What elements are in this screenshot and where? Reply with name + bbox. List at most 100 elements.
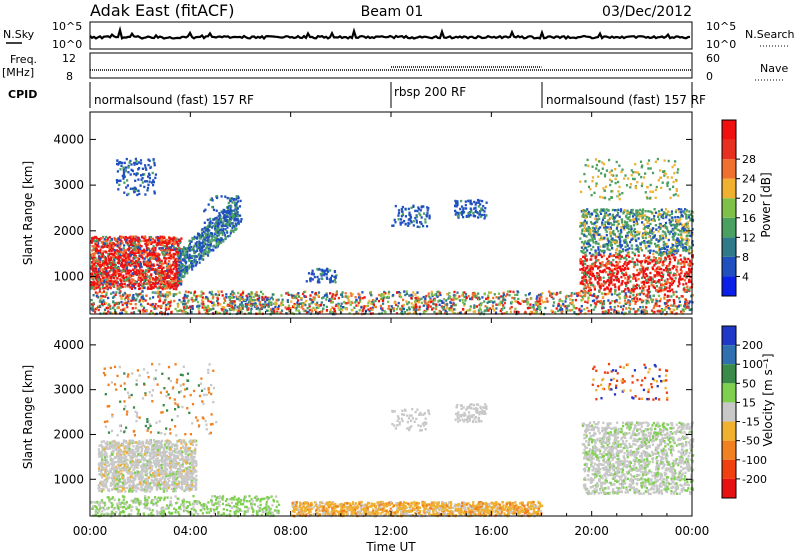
power-cell [414, 310, 417, 313]
power-cell [459, 207, 462, 211]
power-cell [431, 294, 434, 298]
power-cell [474, 210, 477, 213]
power-cell [514, 307, 517, 311]
power-cell [467, 214, 471, 217]
power-cell [630, 244, 633, 247]
power-cell [687, 214, 690, 217]
power-cell [186, 294, 189, 298]
power-cell [170, 279, 173, 282]
power-cell [320, 303, 323, 307]
power-cell [186, 266, 189, 269]
power-cell [429, 305, 432, 308]
power-cell [322, 296, 325, 299]
power-cell [139, 303, 143, 306]
power-cell [228, 218, 231, 222]
power-cell [194, 258, 197, 262]
power-cell [538, 294, 541, 297]
power-cell [124, 296, 127, 299]
power-cell [211, 205, 214, 209]
power-cell [673, 302, 676, 305]
power-cell [189, 291, 193, 294]
power-cell [611, 283, 614, 286]
power-cell [597, 242, 600, 245]
power-cell [232, 296, 235, 299]
power-cell [619, 257, 622, 260]
power-cell [123, 298, 126, 301]
power-cell [246, 303, 249, 307]
power-cell [464, 312, 467, 315]
power-cell [123, 279, 126, 282]
power-cell [535, 297, 538, 300]
power-cell [115, 281, 119, 284]
power-cell [228, 211, 231, 215]
power-cell [334, 275, 337, 278]
power-cell [166, 249, 169, 252]
power-cell [344, 302, 347, 305]
power-cell [160, 306, 163, 310]
power-cell [106, 266, 110, 269]
power-cell [108, 303, 111, 306]
power-cell [154, 278, 157, 281]
power-cell [609, 222, 612, 225]
power-cell [471, 296, 474, 299]
power-cell [123, 276, 126, 280]
power-cell [552, 292, 555, 295]
power-cell [97, 308, 100, 312]
power-cell [217, 231, 220, 234]
power-cell [218, 312, 221, 315]
power-cell [95, 294, 98, 298]
power-cell [571, 299, 574, 302]
power-cell [146, 248, 149, 252]
power-cell [183, 246, 186, 250]
power-cell [165, 242, 168, 245]
power-data-cells [90, 157, 695, 316]
power-cell [109, 258, 112, 261]
power-cell [226, 304, 229, 307]
power-cell [126, 193, 129, 197]
power-cell [431, 293, 434, 296]
power-cell [176, 255, 179, 258]
power-cell [92, 248, 95, 251]
power-cell [169, 270, 172, 273]
power-cell [397, 211, 401, 215]
power-cell [592, 308, 595, 311]
power-cell [183, 275, 186, 278]
power-cell [406, 302, 409, 306]
power-cell [141, 181, 144, 184]
power-cell [506, 290, 509, 293]
power-cell [146, 252, 149, 256]
power-cell [633, 253, 637, 257]
power-cell [170, 268, 173, 272]
power-cell [607, 299, 610, 302]
power-cell [100, 282, 103, 285]
power-cell [387, 305, 391, 308]
power-cell [638, 215, 641, 218]
power-cell [157, 271, 161, 275]
power-cell [179, 251, 182, 254]
power-cell [535, 309, 538, 312]
power-cell [382, 294, 385, 298]
power-cell [146, 189, 149, 192]
power-cell [589, 288, 592, 292]
power-cell [94, 261, 97, 264]
power-cell [114, 293, 117, 296]
power-cell [657, 253, 661, 256]
power-cell [347, 295, 350, 298]
power-cell [158, 253, 161, 256]
power-cell [194, 242, 197, 246]
power-cell [113, 257, 116, 260]
power-cell [616, 224, 619, 227]
power-cell [408, 211, 411, 214]
power-cell [582, 221, 585, 224]
power-cell [555, 307, 558, 310]
power-cell [559, 291, 562, 295]
power-cell [274, 303, 277, 306]
power-cell [247, 292, 250, 296]
power-cell [628, 255, 631, 259]
power-cell [188, 249, 191, 252]
power-cell [387, 292, 390, 295]
power-cell [382, 302, 385, 305]
power-cell [151, 253, 154, 256]
power-cell [616, 269, 619, 273]
cpid-panel: CPID normalsound (fast) 157 RF rbsp 200 … [8, 82, 706, 108]
